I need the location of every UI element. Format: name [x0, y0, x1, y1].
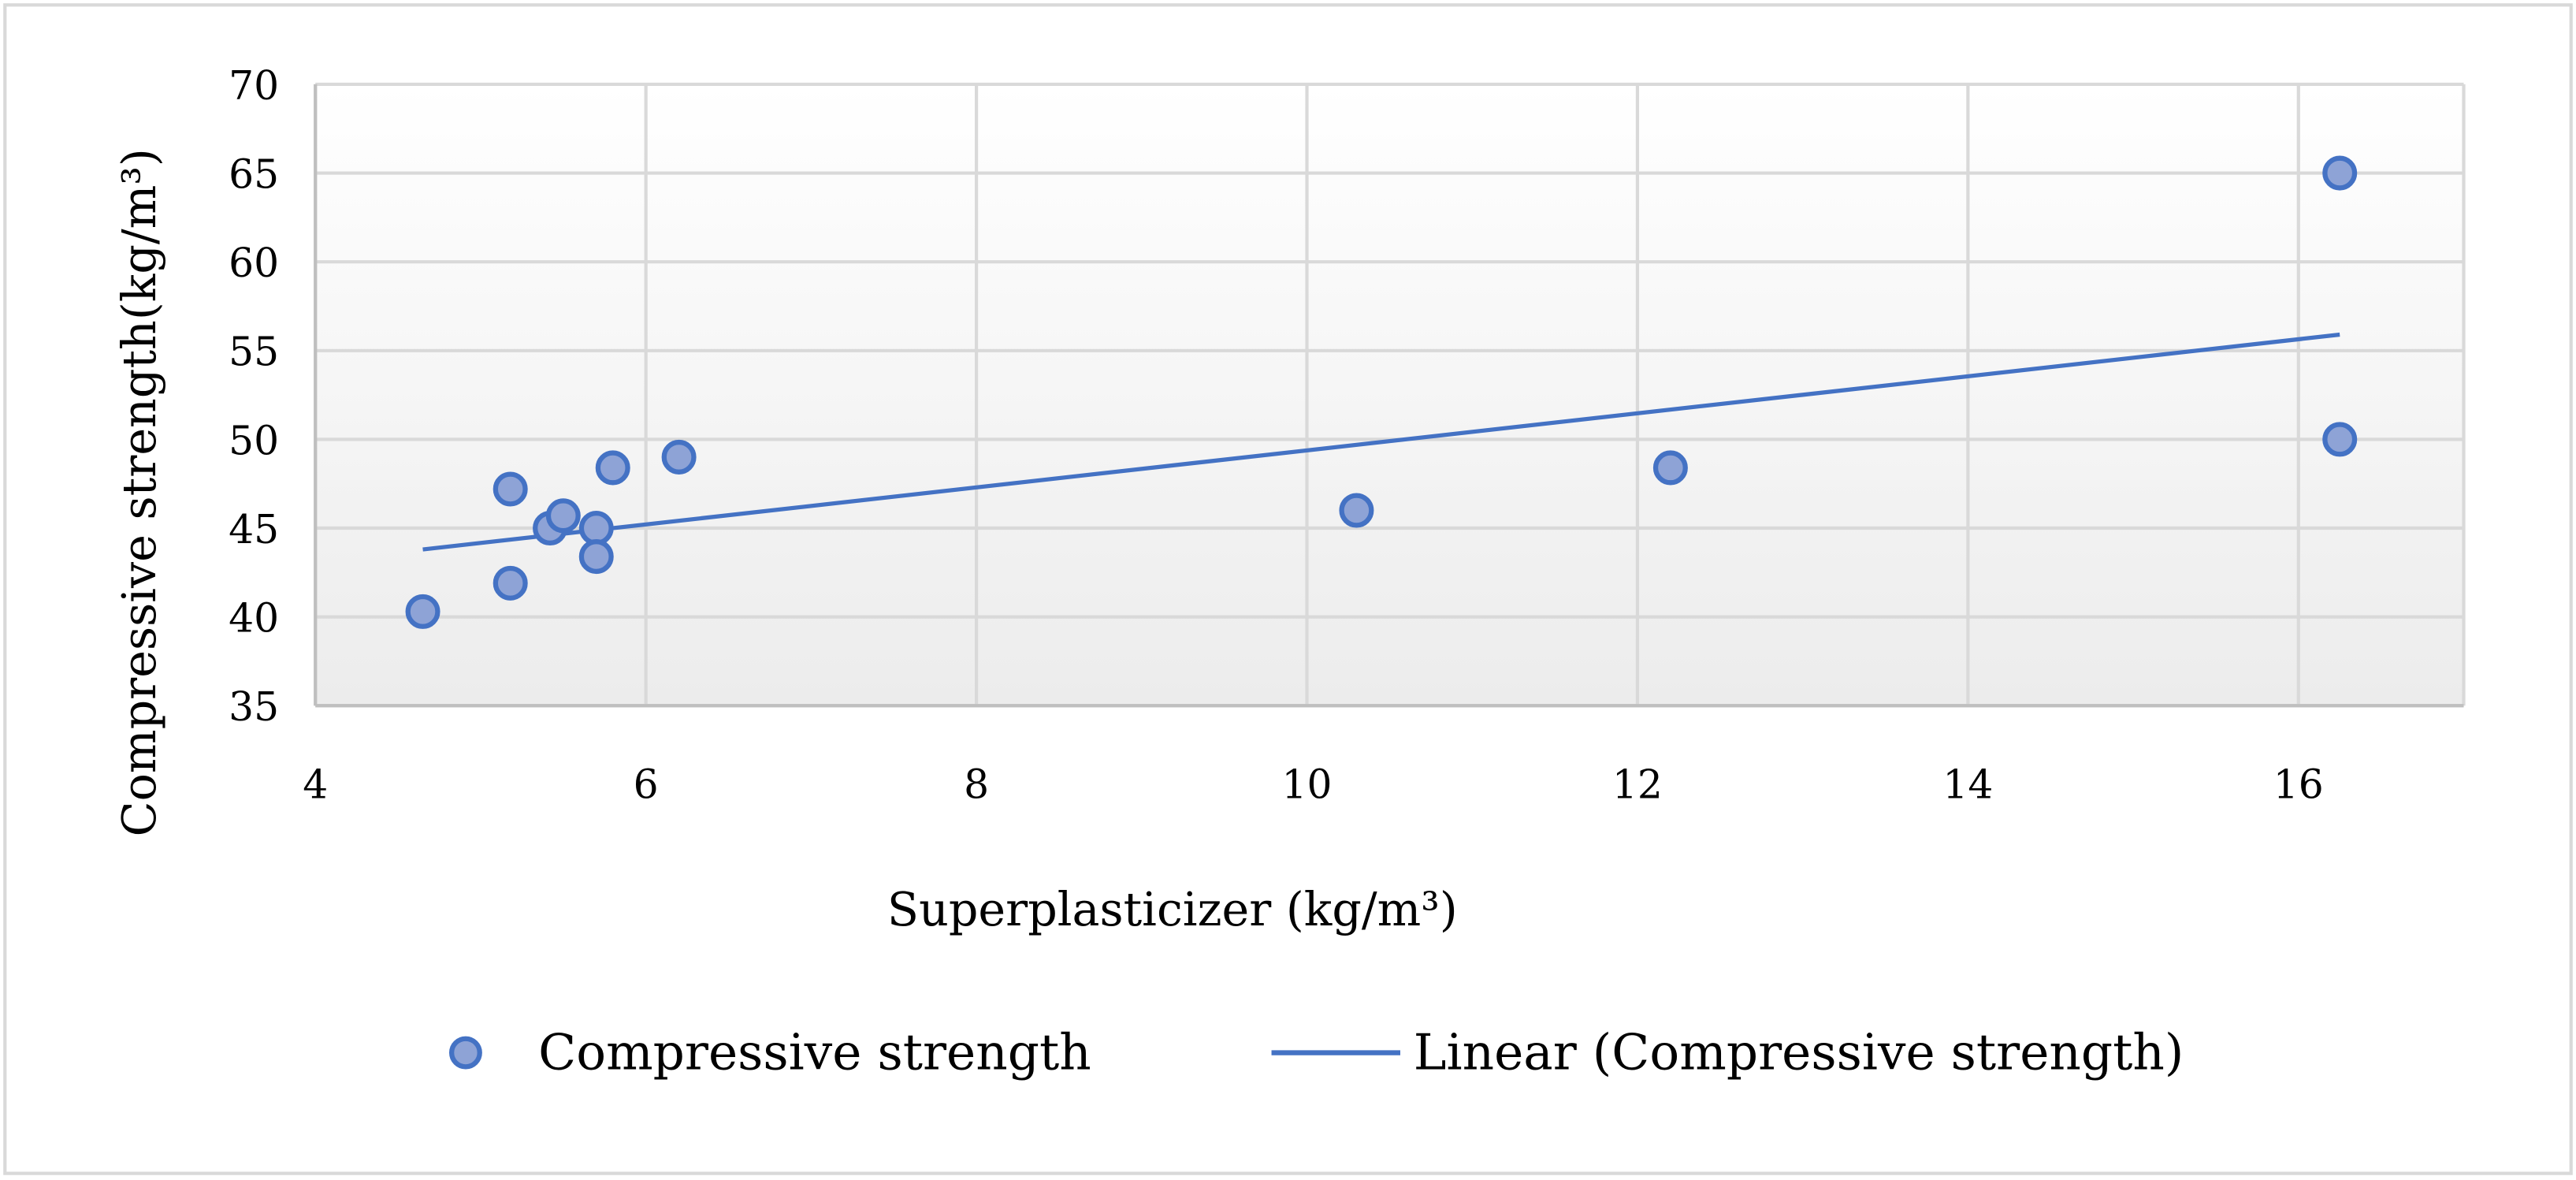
data-point [2322, 155, 2358, 191]
x-tick-label: 16 [2273, 761, 2324, 808]
x-tick-label: 4 [303, 761, 328, 808]
trendline-layer [422, 332, 2340, 552]
x-tick-label: 10 [1282, 761, 1333, 808]
x-tick-label: 6 [634, 761, 659, 808]
data-point [661, 439, 697, 475]
data-point [493, 565, 528, 601]
y-tick-label: 35 [229, 683, 279, 730]
y-tick-labels: 35 40 45 50 55 60 65 70 [229, 62, 279, 730]
x-tick-label: 8 [964, 761, 989, 808]
y-tick-label: 70 [229, 62, 279, 109]
data-points [405, 155, 2358, 629]
plot-area [315, 84, 2464, 706]
y-tick-label: 40 [229, 595, 279, 642]
y-tick-label: 65 [229, 151, 279, 197]
axes [314, 84, 2464, 708]
data-point [493, 471, 528, 507]
data-point [595, 450, 630, 486]
legend-label-linear-trend: Linear (Compressive strength) [1414, 1024, 2184, 1081]
chart-border [3, 3, 2573, 1175]
legend: Compressive strength Linear (Compressive… [448, 1024, 2184, 1081]
legend-marker-icon [448, 1036, 482, 1070]
y-tick-label: 45 [229, 506, 279, 553]
linear-trendline [422, 332, 2340, 552]
y-tick-label: 60 [229, 240, 279, 286]
data-point [2322, 422, 2358, 457]
data-point [545, 498, 581, 534]
legend-label-compressive-strength: Compressive strength [538, 1024, 1091, 1081]
data-point [578, 539, 614, 575]
data-point [405, 594, 440, 629]
y-axis-title: Compressive strength(kg/m³) [113, 148, 166, 836]
x-tick-label: 14 [1942, 761, 1993, 808]
data-point [1652, 450, 1688, 486]
y-tick-label: 50 [229, 417, 279, 463]
data-point [578, 511, 614, 546]
x-axis-title: Superplasticizer (kg/m³) [887, 883, 1458, 936]
y-tick-label: 55 [229, 329, 279, 375]
x-tick-labels: 4 6 8 10 12 14 16 [303, 761, 2324, 808]
data-point [1339, 493, 1374, 528]
x-tick-label: 12 [1612, 761, 1663, 808]
